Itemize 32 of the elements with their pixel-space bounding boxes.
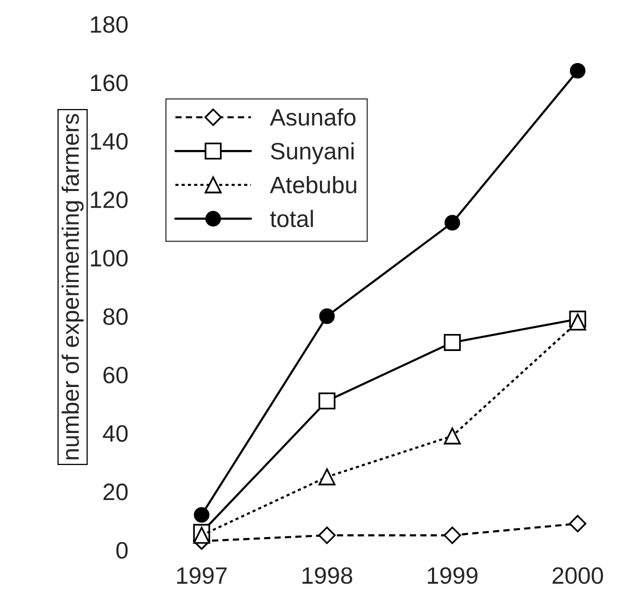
point: [318, 526, 336, 544]
y-tick-label: 160: [90, 74, 128, 92]
point: [194, 507, 210, 523]
y-axis-title: number of experimenting farmers: [62, 114, 84, 460]
x-tick-label: 1999: [428, 567, 478, 584]
x-tick-label: 1998: [302, 567, 352, 584]
point: [193, 526, 210, 544]
x-tick-label: 1997: [177, 567, 227, 584]
point: [570, 63, 586, 79]
point: [444, 214, 460, 230]
legend-label: Atebubu: [270, 176, 356, 194]
point: [444, 334, 461, 351]
y-tick-label: 180: [90, 16, 128, 33]
legend-label: Asunafo: [270, 108, 356, 126]
y-tick-label: 140: [90, 132, 128, 150]
point: [318, 468, 336, 486]
legend-label: Sunyani: [270, 142, 354, 164]
x-tick-label: 2000: [552, 567, 603, 584]
point: [444, 526, 462, 544]
point: [318, 392, 336, 410]
point: [569, 314, 586, 331]
y-tick-label: 40: [102, 425, 128, 442]
y-tick-label: 80: [103, 308, 128, 325]
point: [568, 514, 586, 532]
point: [319, 308, 335, 324]
legend-label: total: [270, 210, 313, 228]
y-tick-label: 100: [90, 250, 128, 267]
y-tick-label: 20: [103, 484, 128, 500]
y-tick-label: 60: [104, 366, 128, 384]
y-tick-label: 120: [90, 191, 128, 208]
y-tick-label: 0: [116, 542, 128, 559]
point: [444, 428, 461, 444]
